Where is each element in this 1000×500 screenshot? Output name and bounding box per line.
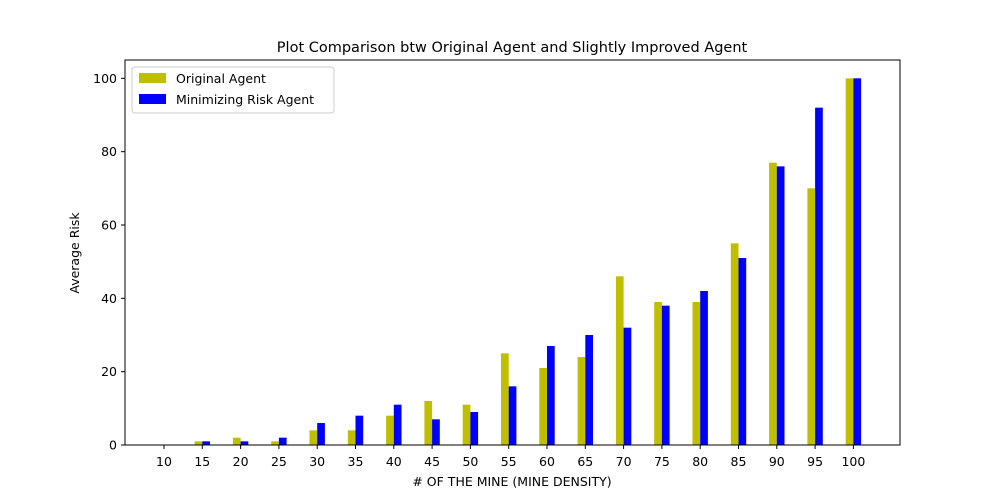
bar-minimizing-90	[776, 166, 785, 446]
bar-original-70	[615, 276, 624, 445]
legend-swatch-minimizing	[139, 94, 166, 104]
y-axis-label: Average Risk	[67, 212, 82, 294]
x-tick-label: 10	[156, 454, 172, 469]
x-tick-label: 50	[462, 454, 478, 469]
bar-original-25	[271, 441, 279, 445]
bar-original-95	[807, 188, 816, 446]
bar-minimizing-25	[278, 437, 287, 445]
y-tick-label: 20	[101, 364, 117, 379]
bar-original-40	[386, 415, 394, 445]
bar-minimizing-20	[240, 441, 249, 445]
x-tick-label: 15	[194, 454, 210, 469]
bar-original-30	[309, 430, 318, 445]
bar-minimizing-45	[432, 419, 440, 445]
bar-minimizing-55	[508, 386, 517, 445]
x-tick-label: 40	[386, 454, 402, 469]
legend-swatch-original	[139, 73, 166, 83]
bar-original-20	[232, 437, 241, 445]
bars-group	[194, 78, 862, 446]
y-tick-label: 0	[109, 438, 117, 453]
legend-label-minimizing: Minimizing Risk Agent	[176, 92, 314, 107]
x-tick-label: 90	[769, 454, 785, 469]
x-tick-label: 75	[654, 454, 670, 469]
x-tick-label: 100	[841, 454, 865, 469]
legend-box	[131, 66, 335, 114]
x-tick-label: 25	[271, 454, 287, 469]
y-tick-label: 60	[101, 218, 117, 233]
x-tick-label: 35	[348, 454, 364, 469]
y-tick-label: 100	[93, 71, 117, 86]
x-tick-label: 30	[309, 454, 325, 469]
x-tick-label: 45	[424, 454, 440, 469]
bar-original-55	[501, 353, 509, 445]
x-tick-label: 60	[539, 454, 555, 469]
legend: Original Agent Minimizing Risk Agent	[131, 66, 335, 114]
bar-minimizing-40	[393, 404, 402, 445]
x-tick-label: 85	[731, 454, 747, 469]
bar-minimizing-30	[317, 423, 325, 445]
x-tick-label: 70	[616, 454, 632, 469]
bar-original-90	[769, 162, 777, 445]
bar-minimizing-15	[202, 441, 210, 445]
x-tick-label: 65	[577, 454, 593, 469]
bar-original-60	[539, 368, 547, 445]
bar-original-45	[424, 401, 433, 445]
x-tick-label: 80	[692, 454, 708, 469]
x-tick-label: 20	[233, 454, 249, 469]
bar-original-35	[347, 430, 356, 445]
bar-minimizing-50	[470, 412, 479, 445]
bar-original-75	[654, 302, 662, 445]
y-tick-label: 80	[101, 144, 117, 159]
x-axis-label: # OF THE MINE (MINE DENSITY)	[412, 474, 611, 489]
y-axis: 0 20 40 60 80 100	[93, 71, 125, 453]
bar-original-50	[462, 404, 471, 445]
bar-original-15	[194, 441, 203, 445]
bar-minimizing-60	[547, 346, 555, 445]
bar-minimizing-65	[585, 335, 593, 445]
x-tick-label: 95	[807, 454, 823, 469]
bar-minimizing-70	[623, 327, 632, 445]
bar-minimizing-85	[738, 258, 747, 445]
bar-original-85	[730, 243, 739, 445]
bar-minimizing-100	[853, 78, 862, 445]
x-axis: 10 15 20 25 30 35 40 45 50 55 60 65 70 75 80 85 90 95 100	[156, 445, 865, 469]
plot-frame	[124, 59, 901, 446]
bar-original-100	[845, 78, 854, 445]
y-tick-label: 40	[101, 291, 117, 306]
bar-original-80	[692, 302, 701, 445]
bar-minimizing-95	[815, 107, 823, 446]
x-tick-label: 55	[501, 454, 517, 469]
chart-title: Plot Comparison btw Original Agent and S…	[277, 40, 748, 56]
bar-minimizing-35	[355, 415, 364, 445]
bar-minimizing-75	[661, 305, 670, 445]
legend-label-original: Original Agent	[176, 71, 266, 86]
bar-original-65	[577, 357, 586, 445]
bar-minimizing-80	[700, 291, 708, 445]
